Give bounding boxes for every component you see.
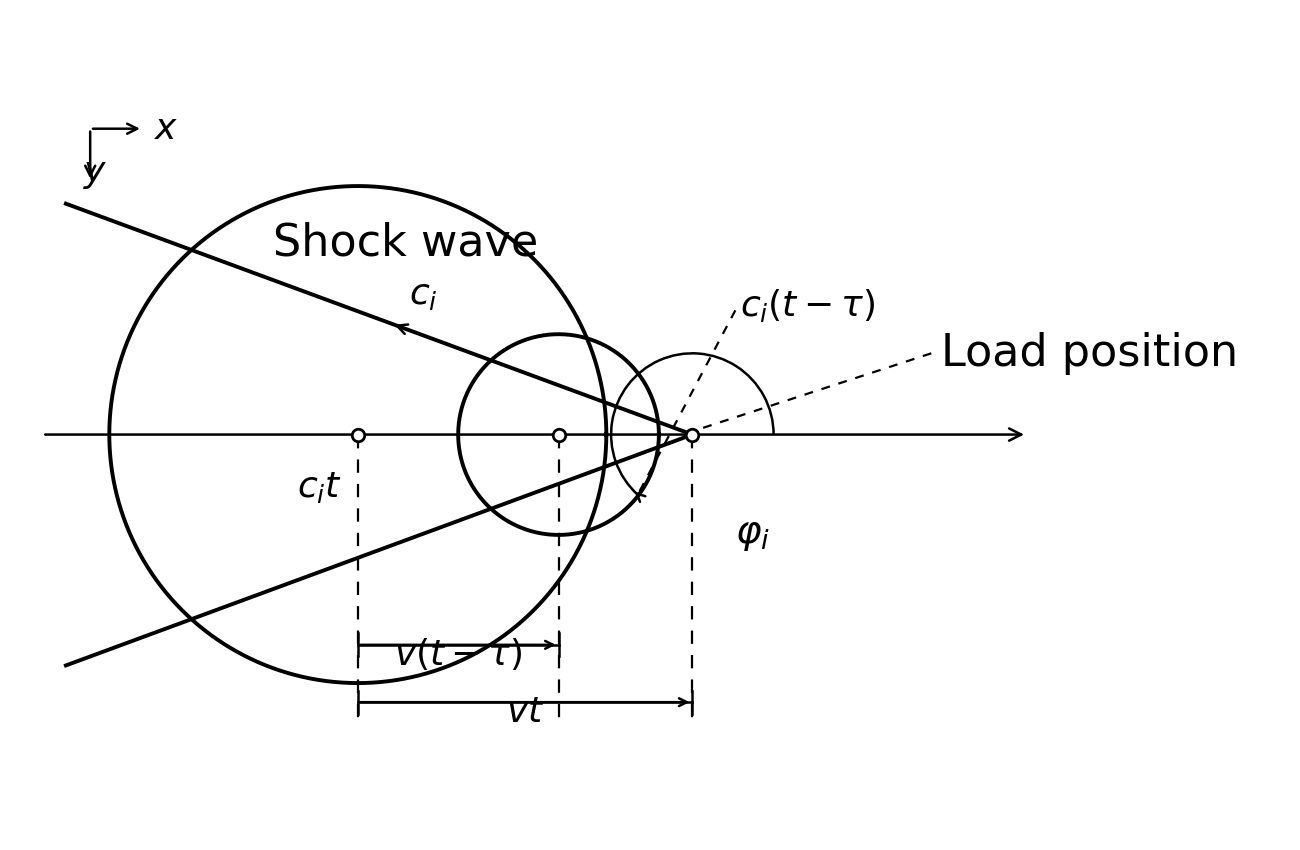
Text: $c_i$: $c_i$ <box>410 278 438 312</box>
Text: $\varphi_i$: $\varphi_i$ <box>736 517 771 553</box>
Text: $v(t-\tau)$: $v(t-\tau)$ <box>394 636 523 672</box>
Text: $c_i(t-\tau)$: $c_i(t-\tau)$ <box>740 287 875 324</box>
Text: $x$: $x$ <box>155 111 179 145</box>
Text: $c_i t$: $c_i t$ <box>296 470 342 505</box>
Text: $vt$: $vt$ <box>506 695 545 729</box>
Text: $y$: $y$ <box>83 157 108 191</box>
Text: Shock wave: Shock wave <box>273 222 538 265</box>
Text: Load position: Load position <box>941 332 1238 375</box>
